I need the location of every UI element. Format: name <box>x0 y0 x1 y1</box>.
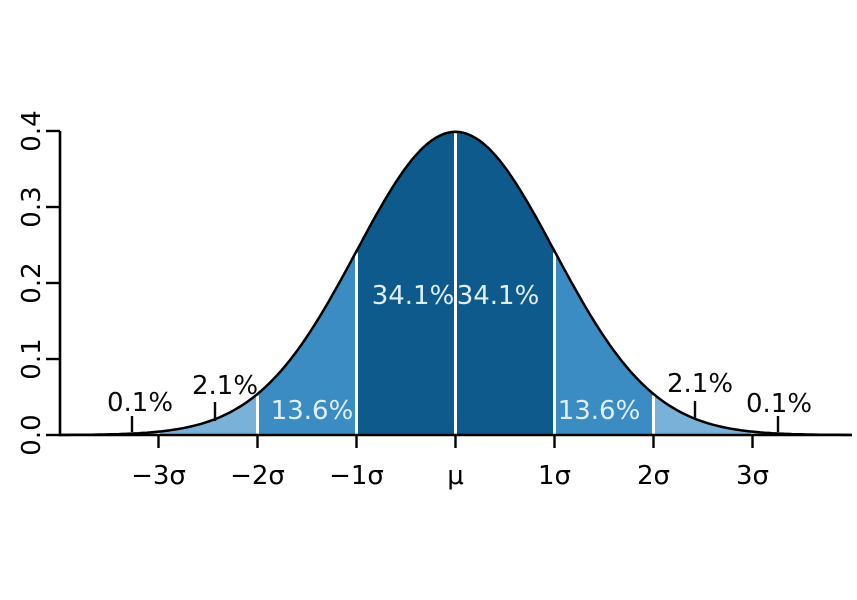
band-percent-label: 13.6% <box>558 396 641 426</box>
tail-percent-label: 2.1% <box>667 369 733 399</box>
y-tick-label: 0.2 <box>17 262 47 303</box>
y-tick-label: 0.1 <box>17 338 47 379</box>
bell-curve <box>59 130 852 437</box>
y-tick-label: 0.0 <box>17 414 47 455</box>
x-tick-label: −1σ <box>329 461 384 491</box>
x-tick-label: −2σ <box>230 461 285 491</box>
x-tick-label: 2σ <box>637 461 670 491</box>
x-tick-label: −3σ <box>131 461 186 491</box>
y-tick-label: 0.4 <box>17 110 47 151</box>
band-percent-label: 13.6% <box>271 396 354 426</box>
tail-percent-label: 0.1% <box>746 389 812 419</box>
tail-percent-label: 0.1% <box>107 388 173 418</box>
tail-percent-label: 2.1% <box>192 371 258 401</box>
x-tick-label: 3σ <box>736 461 769 491</box>
band-percent-label: 34.1% <box>372 281 455 311</box>
y-tick-label: 0.3 <box>17 186 47 227</box>
region-fill-right-6 <box>653 394 753 435</box>
band-percent-label: 34.1% <box>457 281 540 311</box>
x-tick-label: μ <box>447 461 464 491</box>
x-tick-label: 1σ <box>538 461 571 491</box>
region-fill-left-1 <box>158 394 258 435</box>
